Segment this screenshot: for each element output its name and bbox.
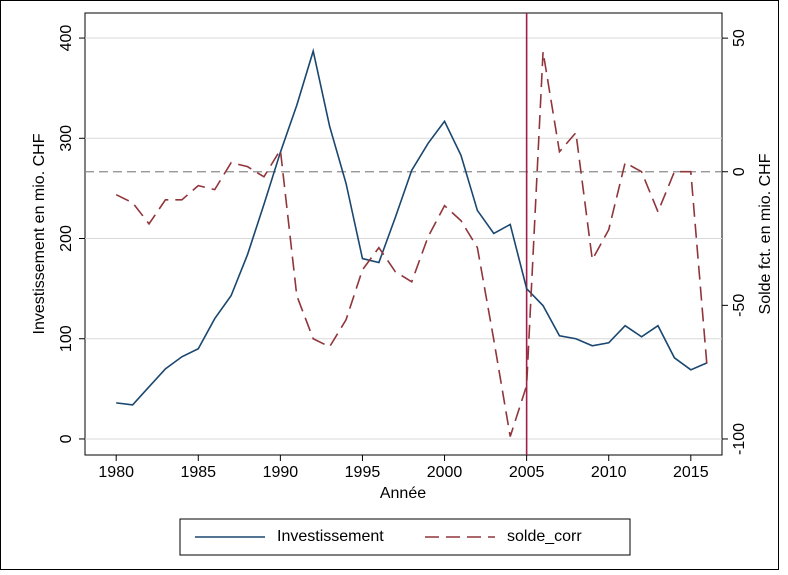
legend-label: solde_corr [507, 528, 582, 545]
x-tick-label: 2010 [591, 464, 627, 481]
x-tick-label: 1995 [345, 464, 381, 481]
y-tick-label: 200 [58, 225, 75, 252]
series-line [115, 51, 709, 437]
legend-label: Investissement [277, 528, 384, 545]
figure-border [0, 0, 779, 570]
y-tick-label: 400 [58, 25, 75, 52]
x-tick-label: 1980 [98, 464, 134, 481]
x-axis-title: Année [380, 485, 426, 502]
x-tick-label: 1990 [263, 464, 299, 481]
x-tick-label: 1985 [180, 464, 216, 481]
y2-tick-label: -50 [731, 294, 748, 317]
y2-tick-label: -100 [731, 423, 748, 455]
y-tick-label: 0 [58, 434, 75, 443]
y-tick-label: 100 [58, 325, 75, 352]
x-tick-label: 2000 [427, 464, 463, 481]
series-line [116, 47, 708, 406]
y-axis-title: Investissement en mio. CHF [31, 133, 48, 334]
y-tick-label: 300 [58, 125, 75, 152]
x-tick-label: 2005 [509, 464, 545, 481]
y2-tick-label: 0 [731, 167, 748, 176]
y2-axis-title: Solde fct. en mio. CHF [757, 153, 774, 314]
y2-tick-label: 50 [731, 29, 748, 47]
plot-frame [84, 12, 723, 456]
x-tick-label: 2015 [673, 464, 709, 481]
